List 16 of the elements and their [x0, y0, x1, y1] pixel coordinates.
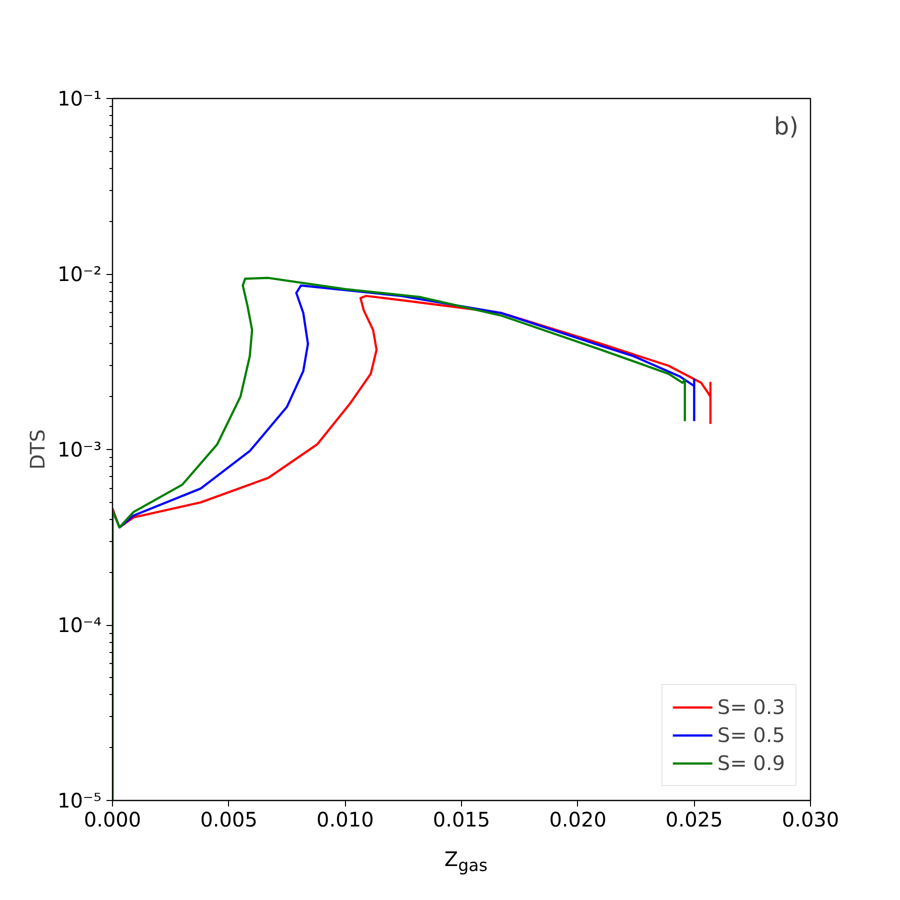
x-tick-label: 0.010: [316, 808, 374, 832]
y-tick-label: 10⁻⁴: [57, 613, 102, 637]
x-tick-label: 0.025: [666, 808, 723, 832]
y-axis-title: DTS: [25, 429, 50, 470]
y-tick-label: 10⁻³: [57, 438, 102, 462]
x-tick-label: 0.020: [549, 808, 606, 832]
x-axis-title: Z$_{gas}$: [444, 846, 488, 877]
y-tick-label: 10⁻²: [57, 262, 102, 286]
x-tick-label: 0.030: [782, 808, 840, 832]
x-tick-label: 0.015: [432, 808, 490, 832]
legend-label: S= 0.5: [717, 723, 785, 747]
annotation: b): [774, 112, 799, 140]
x-tick-label: 0.005: [200, 808, 258, 832]
legend-label: S= 0.9: [717, 751, 785, 775]
y-tick-label: 10⁻¹: [57, 86, 102, 110]
legend-label: S= 0.3: [717, 695, 785, 719]
